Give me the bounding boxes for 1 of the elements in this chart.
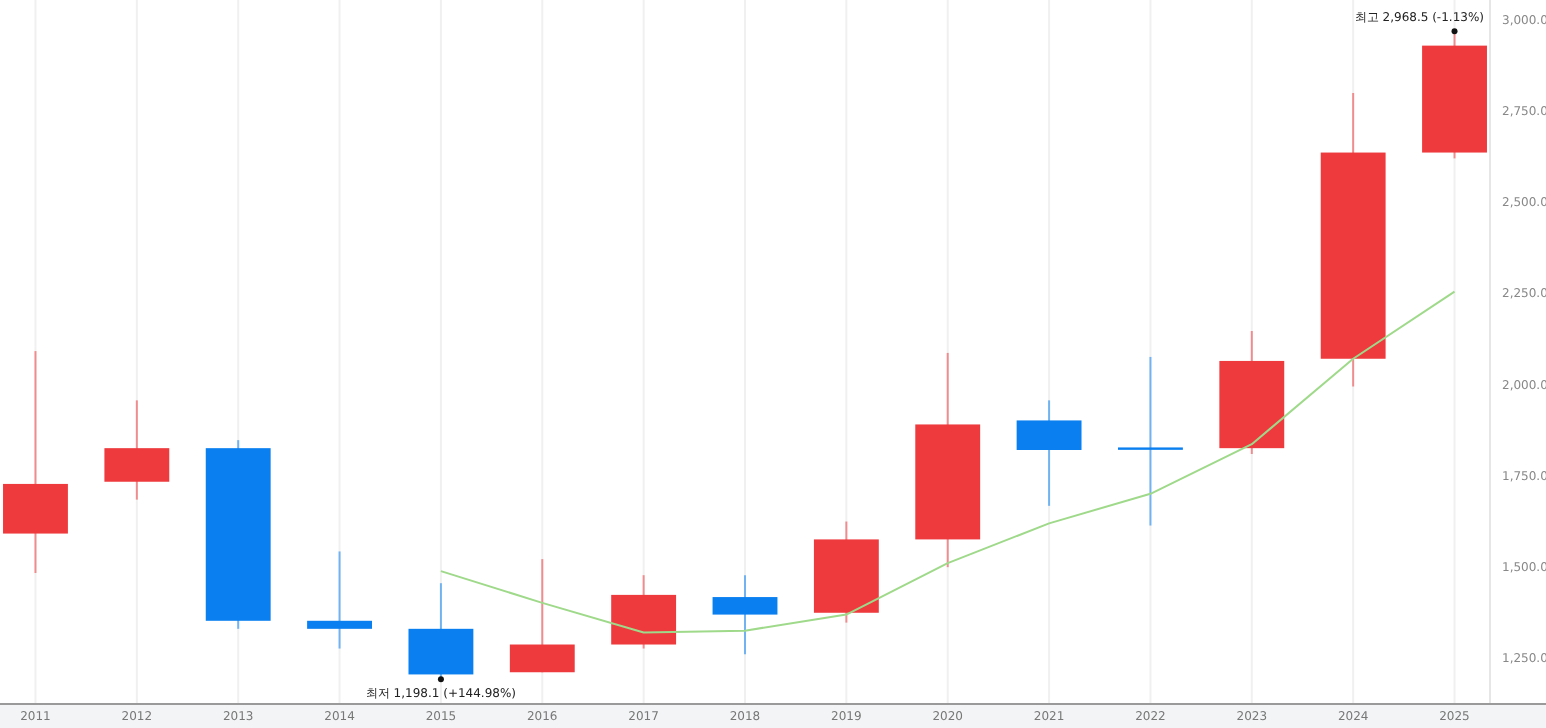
- line-series: [439, 290, 1456, 634]
